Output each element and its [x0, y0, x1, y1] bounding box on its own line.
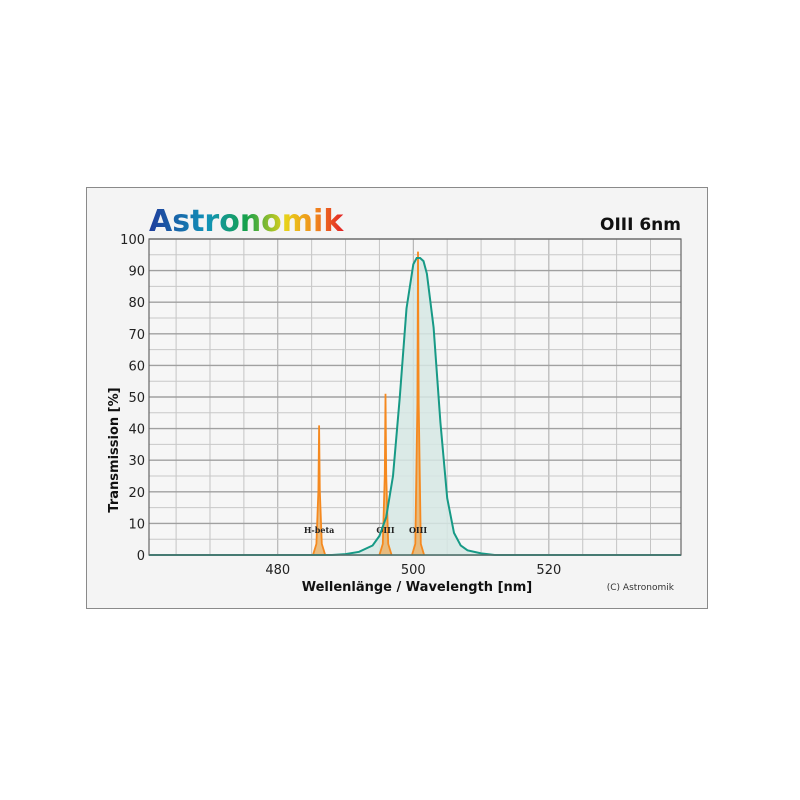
filter-curve	[149, 257, 681, 556]
y-tick-label: 70	[128, 328, 145, 343]
y-axis-label: Transmission [%]	[107, 387, 122, 512]
filter-area	[149, 258, 681, 555]
y-tick-label: 30	[128, 454, 145, 469]
chart-title: OIII 6nm	[600, 215, 681, 235]
y-tick-label: 80	[128, 296, 145, 311]
y-tick-label: 50	[128, 391, 145, 406]
y-tick-label: 20	[128, 486, 145, 501]
astronomik-logo: Astronomik	[149, 204, 344, 239]
x-tick-label: 520	[536, 563, 561, 578]
emission-line	[411, 251, 425, 556]
x-tick-label: 500	[401, 563, 426, 578]
x-axis-label: Wellenlänge / Wavelength [nm]	[302, 580, 533, 595]
y-tick-label: 10	[128, 517, 145, 532]
y-tick-label: 0	[137, 549, 145, 564]
emission-line	[312, 425, 327, 556]
emission-line-label: OIII	[376, 525, 394, 535]
axes: 0 10 20 30 40 50 60 70 80 90 100 480 500 520	[120, 233, 682, 578]
y-tick-label: 60	[128, 359, 145, 374]
x-tick-label: 480	[265, 563, 290, 578]
emission-line	[378, 393, 393, 556]
chart-frame: Astronomik OIII 6nm H-beta OIII OIII 0 10 20…	[86, 187, 708, 609]
plot-border	[148, 238, 682, 556]
chart: Astronomik OIII 6nm H-beta OIII OIII 0 10 20…	[107, 204, 682, 595]
emission-line-label: H-beta	[304, 525, 334, 535]
copyright: (C) Astronomik	[607, 583, 675, 593]
emission-line-label: OIII	[409, 525, 427, 535]
y-tick-label: 100	[120, 233, 145, 248]
y-tick-label: 40	[128, 423, 145, 438]
y-tick-label: 90	[128, 265, 145, 280]
